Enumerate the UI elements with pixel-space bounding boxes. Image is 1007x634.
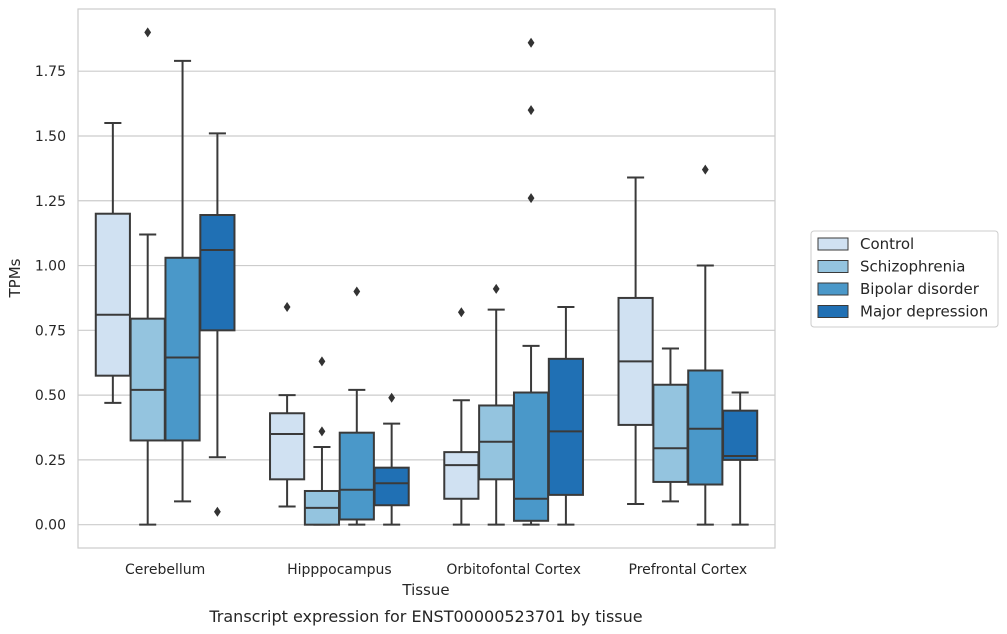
iqr-box <box>722 409 759 461</box>
outlier-point <box>527 105 535 116</box>
box-group <box>94 122 131 404</box>
box-group <box>373 392 410 526</box>
y-tick-label: 1.00 <box>35 259 66 275</box>
figure-caption: Transcript expression for ENST0000052370… <box>208 607 642 626</box>
iqr-box <box>94 212 131 377</box>
outlier-point <box>144 27 152 38</box>
legend: Control Schizophrenia Bipolar disorder Majo… <box>810 230 999 328</box>
outlier-point <box>283 302 291 313</box>
x-tick-label: Orbitofontal Cortex <box>446 562 581 578</box>
iqr-box <box>269 412 306 481</box>
outlier-point <box>388 392 396 403</box>
x-tick-label: Prefrontal Cortex <box>629 562 748 578</box>
legend-items: Control Schizophrenia Bipolar disorder Majo… <box>817 235 988 321</box>
legend-label: Control <box>860 235 914 253</box>
outlier-point <box>701 164 709 175</box>
y-tick-label: 0.75 <box>35 323 66 339</box>
outlier-point <box>318 356 326 367</box>
box-group <box>164 59 201 503</box>
y-tick-label: 0.25 <box>35 453 66 469</box>
legend-swatch <box>817 282 849 296</box>
box-group <box>617 176 654 505</box>
y-tick-label: 1.75 <box>35 64 66 80</box>
box-group <box>512 37 550 526</box>
plot-frame <box>77 8 776 549</box>
iqr-box <box>164 256 201 442</box>
box-group <box>443 307 480 526</box>
outlier-point <box>353 286 361 297</box>
legend-frame <box>810 230 999 328</box>
legend-swatch <box>817 305 849 318</box>
iqr-box <box>373 466 410 507</box>
x-axis-ticks: Cerebellum Hipppocampus Orbitofontal Corte… <box>125 562 747 578</box>
box-group <box>722 391 759 526</box>
iqr-box <box>199 214 236 332</box>
y-tick-label: 1.50 <box>35 129 66 145</box>
x-tick-label: Hipppocampus <box>287 562 392 578</box>
box-group <box>547 306 584 526</box>
iqr-box <box>687 369 724 486</box>
outlier-point <box>492 283 500 294</box>
outlier-point <box>527 37 535 48</box>
x-tick-label: Cerebellum <box>125 562 205 578</box>
box-group <box>269 302 306 508</box>
box-group <box>652 347 689 503</box>
legend-label: Schizophrenia <box>860 258 965 276</box>
iqr-box <box>547 357 584 496</box>
outlier-point <box>214 506 221 517</box>
plot-marks <box>94 27 759 526</box>
iqr-box <box>652 383 689 483</box>
iqr-box <box>338 431 375 521</box>
outlier-point <box>318 426 326 437</box>
legend-label: Bipolar disorder <box>860 280 980 298</box>
outlier-point <box>457 307 465 318</box>
legend-label: Major depression <box>860 303 988 321</box>
box-group <box>303 356 341 526</box>
box-group <box>478 283 515 526</box>
box-group <box>199 132 236 517</box>
iqr-box <box>443 451 480 500</box>
iqr-box <box>129 317 166 442</box>
y-tick-label: 0.00 <box>35 518 66 534</box>
y-axis-ticks: 0.00 0.25 0.50 0.75 1.00 1.25 1.50 1.75 <box>35 64 66 533</box>
legend-swatch <box>817 260 849 273</box>
y-tick-label: 1.25 <box>35 194 66 210</box>
box-group <box>338 286 375 526</box>
iqr-box <box>512 391 550 522</box>
outlier-point <box>527 193 535 204</box>
y-axis-title: TPMs <box>6 258 24 298</box>
box-group <box>129 27 166 526</box>
x-axis-title: Tissue <box>401 581 449 599</box>
legend-swatch <box>817 237 849 251</box>
box-group <box>687 164 724 526</box>
y-tick-label: 0.50 <box>35 388 66 404</box>
